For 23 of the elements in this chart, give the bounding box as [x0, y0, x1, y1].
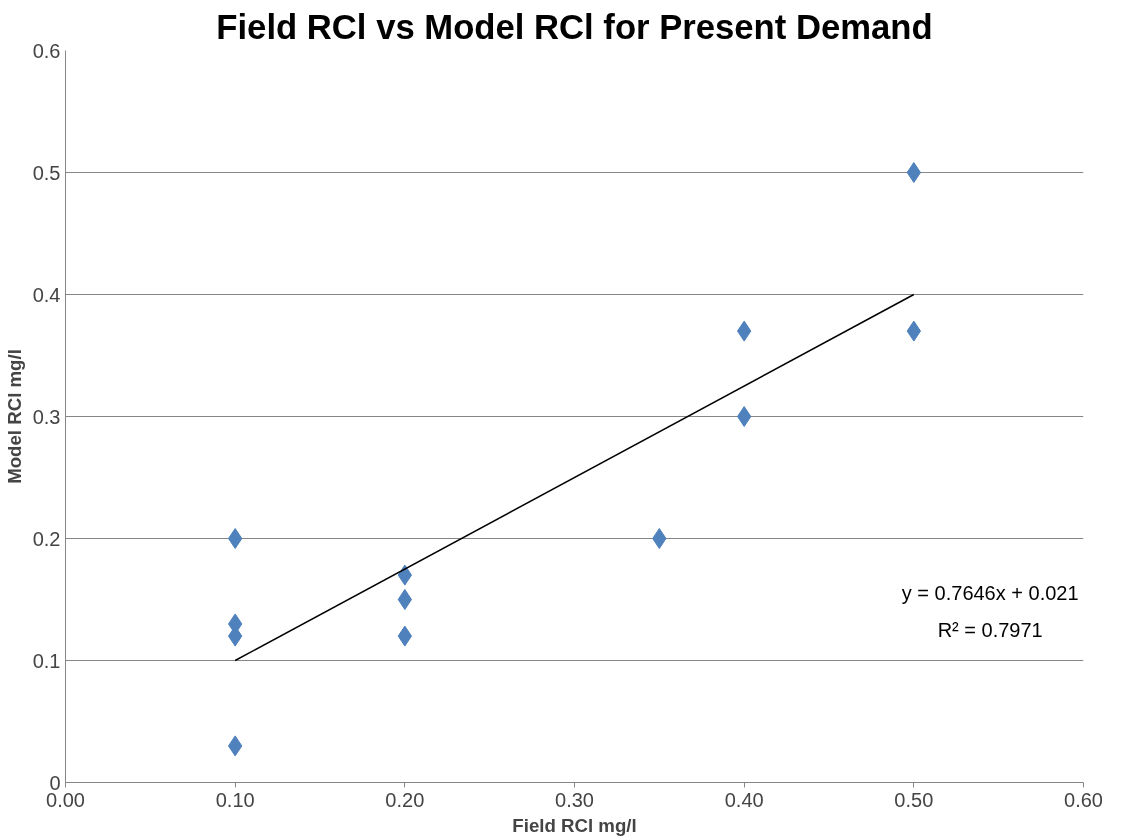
point: [397, 589, 412, 610]
x-tick-label: 0.40: [724, 788, 764, 811]
point: [906, 162, 921, 183]
x-tick-label: 0.50: [894, 788, 934, 811]
y-tick-label: 0.6: [32, 39, 61, 62]
y-tick-label: 0.5: [32, 161, 61, 184]
x-tick-label: 0.20: [385, 788, 425, 811]
point: [228, 528, 243, 549]
x-tick-label: 0.10: [215, 788, 255, 811]
point: [737, 406, 752, 427]
annotation: R² = 0.7971: [937, 619, 1043, 641]
point: [652, 528, 667, 549]
y-axis-title: Model RCl mg/l: [3, 349, 25, 484]
x-axis-title: Field RCl mg/l: [512, 814, 637, 836]
y-tick-label: 0.2: [32, 527, 61, 550]
y-tick-label: 0: [49, 771, 61, 794]
x-tick-label: 0.30: [555, 788, 594, 811]
y-tick-label: 0.1: [32, 649, 61, 672]
y-tick-label: 0.3: [32, 405, 61, 428]
annotation: y = 0.7646x + 0.021: [901, 582, 1079, 605]
y-tick-label: 0.4: [32, 283, 61, 306]
chart-title: Field RCl vs Model RCl for Present Demand: [216, 7, 933, 46]
x-tick-label: 0.60: [1064, 788, 1103, 811]
